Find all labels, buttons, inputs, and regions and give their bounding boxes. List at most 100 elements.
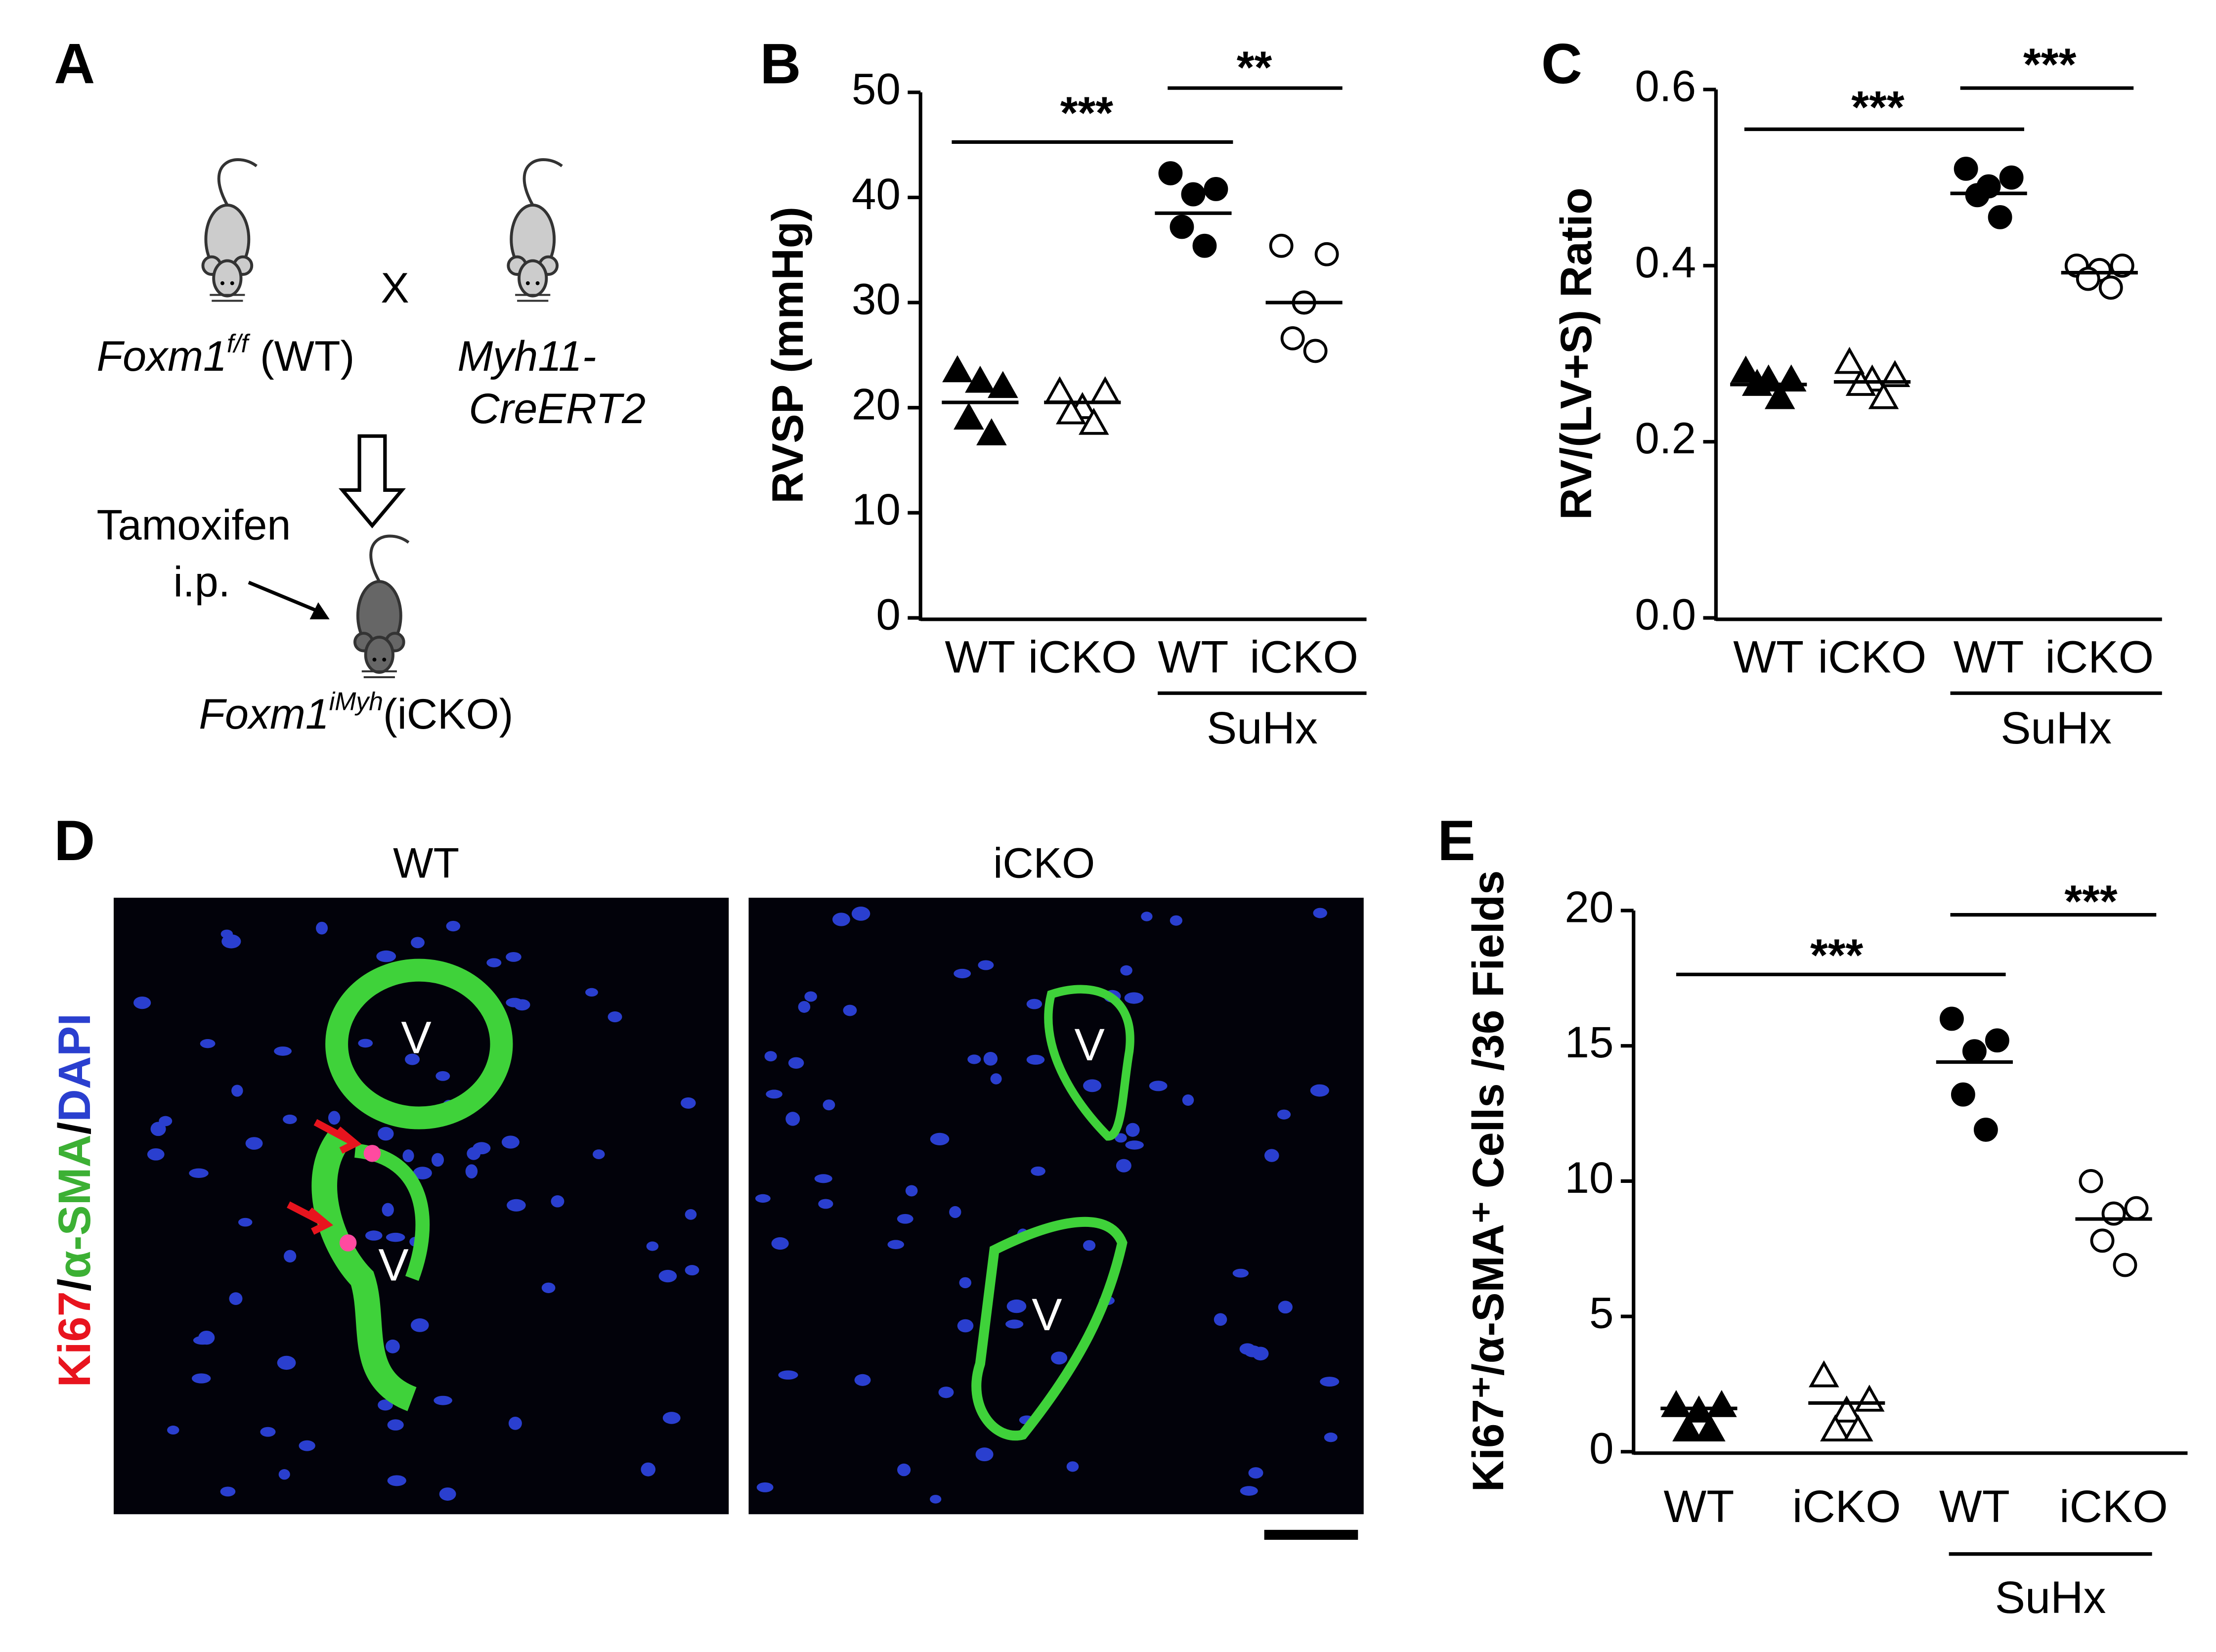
nucleus xyxy=(798,1000,811,1013)
micrograph xyxy=(748,898,1364,1515)
data-point xyxy=(1842,1414,1873,1442)
y-tick-label: 0.4 xyxy=(1635,237,1696,287)
nucleus xyxy=(1083,1079,1102,1092)
nucleus xyxy=(1214,1313,1227,1326)
nucleus xyxy=(167,1426,179,1435)
y-tick-label: 0.0 xyxy=(1635,590,1696,639)
nucleus xyxy=(1232,1268,1249,1278)
nucleus xyxy=(501,1135,520,1149)
nucleus xyxy=(439,1487,456,1501)
nucleus xyxy=(788,1057,804,1069)
nucleus xyxy=(771,1237,789,1250)
panel-d: WT iCKO V V V V Ki67/α-SMA/DAPI xyxy=(49,840,1364,1540)
nucleus xyxy=(1170,915,1182,926)
treatment: i.p. xyxy=(174,559,230,606)
vessel-label: V xyxy=(1032,1290,1062,1340)
nucleus xyxy=(646,1241,659,1251)
significance-label: *** xyxy=(2023,40,2077,90)
nucleus xyxy=(818,1199,833,1209)
nucleus xyxy=(1124,992,1144,1004)
data-point xyxy=(1809,1360,1839,1388)
nucleus xyxy=(832,913,850,926)
nucleus xyxy=(1026,999,1043,1009)
nucleus xyxy=(283,1114,297,1124)
nucleus xyxy=(1310,1084,1329,1097)
arrow xyxy=(338,434,406,528)
data-point xyxy=(1706,1390,1737,1417)
nucleus xyxy=(1026,1054,1045,1065)
chart: 0.0 0.2 0.4 0.6 RV/(LV+S) Ratio WT iCKO WT iCKO S… xyxy=(1551,40,2162,753)
nucleus xyxy=(278,1469,290,1480)
x-tick-label: WT xyxy=(1158,632,1228,683)
data-point xyxy=(1854,1385,1885,1412)
nucleus xyxy=(284,1250,297,1262)
nucleus xyxy=(755,1194,771,1203)
data-point xyxy=(988,371,1018,398)
data-point xyxy=(1192,233,1217,258)
scale-bar xyxy=(1264,1529,1358,1540)
nucleus xyxy=(1031,1166,1045,1176)
data-point xyxy=(1158,161,1183,185)
gene: Foxm1 xyxy=(199,691,329,738)
data-point xyxy=(1170,215,1194,239)
x-tick-label: iCKO xyxy=(1250,632,1358,683)
arrow xyxy=(248,580,325,615)
y-tick-label: 20 xyxy=(1564,882,1613,932)
nucleus xyxy=(245,1137,263,1150)
cross: X xyxy=(381,264,409,312)
nucleus xyxy=(949,1206,961,1218)
nucleus xyxy=(1182,1094,1194,1106)
nucleus xyxy=(189,1168,209,1178)
nucleus xyxy=(486,958,502,967)
panel-a: X Foxm1f/f (WT) Myh11- CreERT2 Tamoxifen… xyxy=(96,160,646,738)
nucleus xyxy=(975,1447,994,1462)
data-point xyxy=(1999,165,2024,190)
data-point xyxy=(1730,355,1761,383)
nucleus xyxy=(814,1174,832,1183)
data-point xyxy=(1089,376,1121,403)
data-point xyxy=(1954,156,1978,181)
nucleus xyxy=(316,921,328,935)
data-point xyxy=(1939,1006,1964,1031)
nucleus xyxy=(1125,1140,1144,1150)
nucleus xyxy=(473,1142,491,1155)
nucleus xyxy=(274,1046,292,1056)
nucleus xyxy=(387,1475,406,1486)
nucleus xyxy=(959,1277,972,1289)
nucleus xyxy=(938,1387,954,1398)
data-point xyxy=(1078,407,1109,435)
y-tick-label: 5 xyxy=(1589,1288,1614,1338)
nucleus xyxy=(551,1195,565,1208)
data-point xyxy=(2124,1196,2149,1220)
nucleus xyxy=(658,1269,677,1283)
y-tick-label: 0.2 xyxy=(1635,413,1696,463)
data-point xyxy=(1181,182,1206,207)
nucleus xyxy=(983,1051,998,1066)
data-point xyxy=(1764,382,1795,409)
cre-line: CreERT2 xyxy=(469,385,646,433)
nucleus xyxy=(378,1127,394,1141)
nucleus xyxy=(386,1232,405,1242)
y-tick-label: 10 xyxy=(852,484,901,534)
data-point xyxy=(2101,1201,2126,1226)
data-point xyxy=(1280,326,1305,350)
nucleus xyxy=(1248,1467,1263,1479)
arrowhead xyxy=(309,602,330,619)
significance-label: *** xyxy=(1060,88,1114,138)
nucleus xyxy=(431,1153,444,1167)
panel-letter: A xyxy=(54,32,95,95)
panel-letter: C xyxy=(1541,32,1582,95)
y-axis-label: Ki67⁺/α-SMA⁺ Cells /36 Fields xyxy=(1463,870,1513,1492)
nucleus xyxy=(1240,1486,1258,1496)
ki67-cell xyxy=(363,1145,381,1162)
y-tick-label: 50 xyxy=(852,64,901,113)
wt-genotype: Foxm1f/f (WT) xyxy=(96,329,354,380)
nucleus xyxy=(851,907,870,921)
nucleus xyxy=(823,1099,835,1111)
data-point xyxy=(1695,1414,1726,1442)
nucleus xyxy=(328,1111,341,1125)
nucleus xyxy=(766,1089,782,1099)
x-tick-label: WT xyxy=(1939,1481,2010,1532)
nucleus xyxy=(854,1374,871,1386)
stain: α-SMA xyxy=(49,1134,100,1278)
